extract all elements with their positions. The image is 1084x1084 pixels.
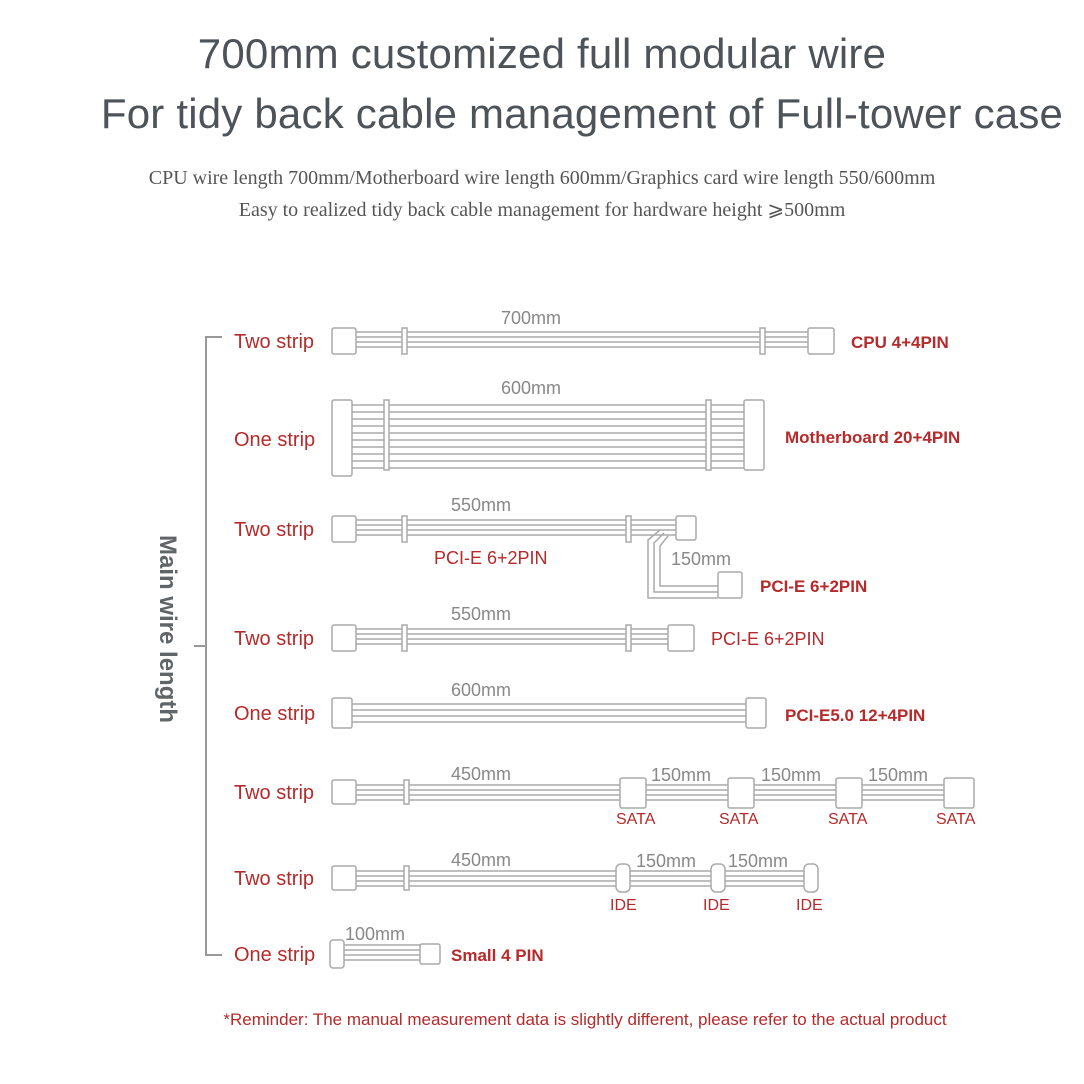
connector-label: SATA — [719, 811, 759, 828]
length-bracket — [194, 336, 222, 956]
connector-label: SATA — [828, 811, 868, 828]
length-label: 600mm — [451, 680, 511, 700]
strip-label: One strip — [234, 429, 315, 451]
connector-label: PCI-E 6+2PIN — [711, 629, 825, 649]
strip-label: Two strip — [234, 331, 314, 353]
length-label: 700mm — [501, 308, 561, 328]
branch-connector-label: PCI-E 6+2PIN — [760, 577, 867, 596]
connector-label: Motherboard 20+4PIN — [785, 428, 960, 447]
connector-label: Small 4 PIN — [451, 946, 544, 965]
length-label: 450mm — [451, 850, 511, 870]
strip-label: One strip — [234, 944, 315, 966]
strip-label: One strip — [234, 703, 315, 725]
strip-label: Two strip — [234, 628, 314, 650]
length-label: 450mm — [451, 764, 511, 784]
connector-label: PCI-E 6+2PIN — [434, 548, 548, 568]
row-sata: Two strip 450mm 150mm 150mm 150mm SATA S… — [234, 764, 976, 828]
connector-label: SATA — [616, 811, 656, 828]
segment-length-label: 150mm — [728, 851, 788, 871]
row-cpu: Two strip 700mm CPU 4+4PIN — [234, 308, 949, 355]
connector-label: IDE — [703, 897, 730, 914]
title-line-2: For tidy back cable management of Full-t… — [100, 90, 1064, 137]
branch-length-label: 150mm — [671, 549, 731, 569]
connector-label: IDE — [610, 897, 637, 914]
connector-label: SATA — [936, 811, 976, 828]
strip-label: Two strip — [234, 782, 314, 804]
row-small-4pin: One strip 100mm Small 4 PIN — [234, 924, 544, 969]
subtitle-line-1: CPU wire length 700mm/Motherboard wire l… — [148, 167, 936, 189]
axis-label: Main wire length — [154, 535, 181, 723]
row-motherboard: One strip 600mm Motherboard 20+4PIN — [234, 378, 960, 477]
length-label: 600mm — [501, 378, 561, 398]
strip-label: Two strip — [234, 868, 314, 890]
row-ide: Two strip 450mm 150mm 150mm IDE IDE IDE — [234, 850, 823, 914]
segment-length-label: 150mm — [636, 851, 696, 871]
row-pcie-branch: Two strip 550mm PCI-E 6+2PIN 150mm PCI-E… — [234, 495, 867, 599]
strip-label: Two strip — [234, 519, 314, 541]
connector-label: CPU 4+4PIN — [851, 333, 949, 352]
row-pcie5: One strip 600mm PCI-E5.0 12+4PIN — [234, 680, 925, 729]
connector-label: IDE — [796, 897, 823, 914]
segment-length-label: 150mm — [761, 765, 821, 785]
connector-label: PCI-E5.0 12+4PIN — [785, 706, 925, 725]
length-label: 100mm — [345, 924, 405, 944]
row-pcie: Two strip 550mm PCI-E 6+2PIN — [234, 604, 825, 652]
reminder-note: *Reminder: The manual measurement data i… — [223, 1010, 947, 1029]
segment-length-label: 150mm — [868, 765, 928, 785]
subtitle-line-2: Easy to realized tidy back cable managem… — [238, 199, 846, 221]
segment-length-label: 150mm — [651, 765, 711, 785]
length-label: 550mm — [451, 495, 511, 515]
length-label: 550mm — [451, 604, 511, 624]
title-line-1: 700mm customized full modular wire — [197, 30, 887, 77]
